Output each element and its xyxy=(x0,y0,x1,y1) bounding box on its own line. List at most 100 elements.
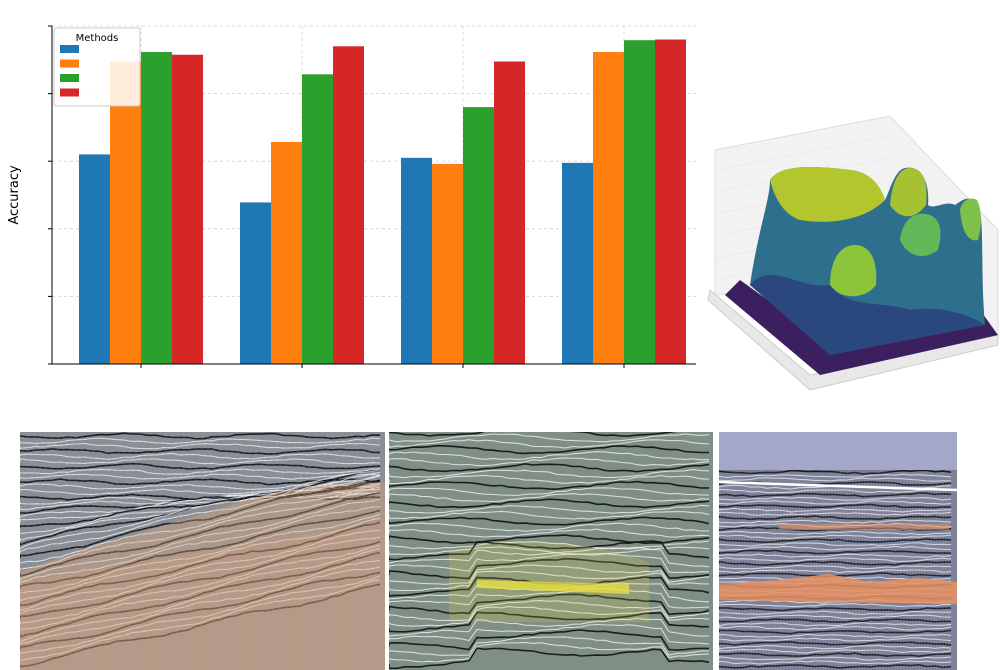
reflector-line xyxy=(719,569,952,574)
surface-peak-mid xyxy=(900,213,941,256)
injectite-mask-upper xyxy=(779,524,949,530)
reflector-line xyxy=(719,625,952,631)
bar-gfm-0 xyxy=(79,154,110,364)
reflector-line xyxy=(389,588,710,609)
reflector-line xyxy=(389,468,710,479)
pane-gridline xyxy=(714,135,891,171)
bar-our-2 xyxy=(494,61,525,365)
legend-title: Methods xyxy=(76,33,119,44)
reflector-line xyxy=(389,504,710,514)
reflector-line xyxy=(719,644,952,650)
reflector-line xyxy=(719,488,952,494)
bar-imagenet-2 xyxy=(432,163,463,364)
reflector-line xyxy=(20,432,381,440)
reflector-line xyxy=(389,433,710,443)
reflector-line xyxy=(20,517,381,602)
bars-group xyxy=(79,39,686,365)
bar-gfm-3 xyxy=(562,162,593,364)
green-overlay xyxy=(20,522,385,670)
reflector-line xyxy=(20,540,381,620)
reflector-line xyxy=(389,557,710,580)
reflector-line xyxy=(389,457,710,467)
surface-peak-front xyxy=(830,245,877,297)
reflector-line xyxy=(20,442,381,450)
reflector-line xyxy=(389,474,710,485)
surface-low-region xyxy=(750,274,985,355)
reflector-line xyxy=(719,469,952,475)
reflector-line xyxy=(20,468,381,475)
reflector-line xyxy=(389,534,710,545)
reflector-line xyxy=(389,462,710,473)
reflector-line xyxy=(389,611,709,633)
reflector-line xyxy=(719,477,952,482)
reflector-line xyxy=(389,480,710,491)
reflector-line xyxy=(20,513,381,594)
reflector-line xyxy=(20,498,381,580)
green-halo-overlay xyxy=(449,541,649,622)
reflector-line xyxy=(719,652,952,658)
reflector-line xyxy=(20,506,381,584)
reflector-line xyxy=(20,551,381,638)
reflector-line xyxy=(20,437,381,445)
reflector-line xyxy=(389,498,710,509)
reflector-line xyxy=(20,482,381,564)
accuracy-bar-chart: Accuracy Methods xyxy=(7,25,696,368)
bar-our-0 xyxy=(172,54,203,364)
reflector-line xyxy=(20,492,381,577)
3d-surface-plot xyxy=(707,115,999,391)
surface-base xyxy=(725,280,998,375)
surface-peak-edge xyxy=(960,198,981,241)
reflector-line xyxy=(20,544,381,625)
reflector-line xyxy=(389,439,710,449)
floor-pane xyxy=(707,289,999,391)
reflector-line xyxy=(20,583,381,668)
reflector-line xyxy=(719,549,952,555)
reflector-line xyxy=(389,641,710,663)
bar-gfm-1 xyxy=(240,202,271,364)
reflector-line xyxy=(719,496,952,501)
axes xyxy=(48,25,696,368)
reflector-line xyxy=(20,529,381,611)
reflector-line xyxy=(389,617,710,637)
bar-sfm-2 xyxy=(463,107,494,365)
reflector-line xyxy=(719,553,952,559)
reflector-line xyxy=(719,557,952,562)
reflector-line xyxy=(20,462,381,470)
reflector-line xyxy=(389,451,710,461)
reflector-line xyxy=(719,656,952,661)
reflector-line xyxy=(20,486,381,570)
reflector-line xyxy=(719,633,952,638)
reflector-line xyxy=(20,548,381,630)
reflector-line xyxy=(719,610,952,616)
reflector-line xyxy=(20,536,381,615)
reflector-line xyxy=(20,575,381,655)
salt-seismic-image xyxy=(20,432,385,670)
legend-swatch-sfm xyxy=(60,74,79,82)
reflector-line xyxy=(389,605,710,627)
bar-sfm-0 xyxy=(141,52,172,364)
reflector-line xyxy=(389,444,710,455)
reflector-line xyxy=(20,458,381,465)
reflector-line xyxy=(719,511,952,516)
reflector-line xyxy=(20,472,381,541)
reflector-line xyxy=(719,614,952,619)
reflector-line xyxy=(719,492,952,498)
reflector-line xyxy=(719,515,952,521)
reflector-line xyxy=(20,560,381,643)
flatspot-mask-overlay xyxy=(477,580,629,594)
reflector-line xyxy=(20,473,381,480)
reflector-line xyxy=(20,448,381,455)
reflector-line xyxy=(389,510,710,520)
surface-peak-main xyxy=(770,167,885,222)
reflector-line xyxy=(20,566,381,645)
y-axis-label: Accuracy xyxy=(7,165,22,225)
reflector-line xyxy=(20,475,381,553)
reflector-line xyxy=(719,503,952,509)
injectite-bright-reflector xyxy=(719,480,957,492)
bar-sfm-1 xyxy=(302,74,333,365)
surface-peak-right xyxy=(890,168,927,217)
reflector-line xyxy=(719,519,952,524)
injectite-mask-lower xyxy=(719,574,957,604)
reflector-line xyxy=(389,629,709,651)
bar-imagenet-1 xyxy=(271,141,302,364)
